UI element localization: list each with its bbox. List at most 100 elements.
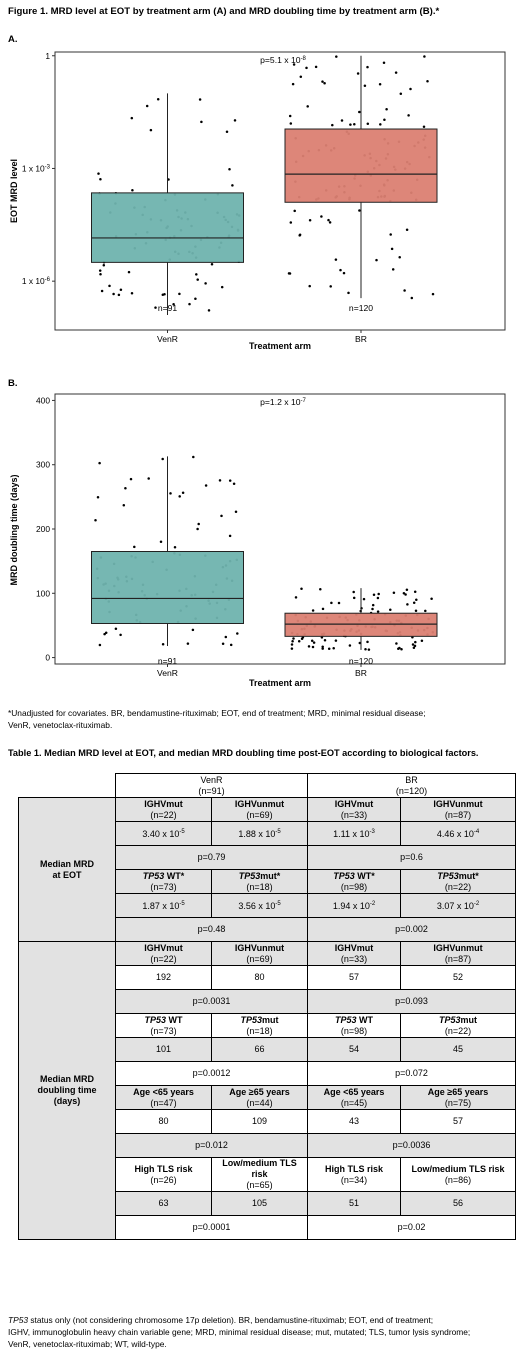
chart-b-boxes xyxy=(91,456,438,650)
value-cell: 80 xyxy=(211,965,308,990)
data-point xyxy=(395,642,398,645)
data-point xyxy=(236,632,239,635)
data-point xyxy=(300,637,304,640)
value-cell: 80 xyxy=(115,1109,212,1134)
data-point xyxy=(178,495,181,498)
chart-b-x-axis-label: Treatment arm xyxy=(249,678,311,688)
value-cell: 3.40 x 10-5 xyxy=(115,821,212,846)
data-point xyxy=(352,590,355,594)
header-cell: Low/medium TLS risk (n=86) xyxy=(400,1157,516,1192)
br-header: BR (n=120) xyxy=(307,773,516,798)
data-point xyxy=(220,285,224,289)
data-point xyxy=(410,296,414,300)
data-point xyxy=(379,123,382,126)
value-cell: 51 xyxy=(307,1191,401,1216)
data-point xyxy=(348,644,352,647)
data-point xyxy=(298,233,302,237)
data-point xyxy=(366,640,369,644)
data-point xyxy=(422,125,426,128)
box-br xyxy=(284,612,438,637)
data-point xyxy=(405,588,409,592)
header-cell: TP53mut* (n=22) xyxy=(400,869,516,894)
value-cell: 4.46 x 10-4 xyxy=(400,821,516,846)
p-value-cell: p=0.6 xyxy=(307,845,516,870)
data-point xyxy=(389,608,392,612)
row-label-median-doubling-time: Median MRD doubling time (days) xyxy=(18,941,116,1240)
data-point xyxy=(376,610,380,613)
data-point xyxy=(342,271,346,275)
data-point xyxy=(371,603,375,607)
value-cell: 45 xyxy=(400,1037,516,1062)
data-point xyxy=(376,596,380,600)
data-point xyxy=(390,247,394,251)
data-point xyxy=(363,84,367,88)
data-point xyxy=(196,278,199,281)
data-point xyxy=(159,540,163,544)
data-point xyxy=(181,491,185,494)
chart-b-p-value: p=1.2 x 10-7 xyxy=(260,397,306,407)
data-point xyxy=(297,640,301,643)
chart-b-x-ticks: VenR BR xyxy=(157,664,367,678)
n-label: n=120 xyxy=(349,656,373,666)
data-point xyxy=(234,510,238,514)
data-point xyxy=(377,592,380,596)
y-tick-label: 0 xyxy=(45,653,50,663)
data-point xyxy=(399,92,403,95)
data-point xyxy=(339,268,342,272)
value-cell: 192 xyxy=(115,965,212,990)
data-point xyxy=(172,303,175,306)
data-point xyxy=(218,479,222,482)
data-point xyxy=(308,219,312,222)
data-point xyxy=(122,503,126,507)
data-point xyxy=(291,640,294,643)
chart-a-x-ticks: VenR BR xyxy=(157,330,367,344)
x-tick-label: BR xyxy=(355,668,367,678)
chart-b-y-axis-label: MRD doubling time (days) xyxy=(9,475,19,586)
data-point xyxy=(424,609,427,613)
data-point xyxy=(312,641,316,644)
data-point xyxy=(98,461,101,465)
data-point xyxy=(130,292,134,295)
data-point xyxy=(289,221,293,224)
data-point xyxy=(289,122,293,125)
data-point xyxy=(231,184,234,187)
data-point xyxy=(161,642,165,646)
data-point xyxy=(194,297,197,301)
n-label: n=91 xyxy=(158,303,178,313)
data-point xyxy=(385,107,388,111)
row-label-median-mrd-eot: Median MRD at EOT xyxy=(18,797,116,942)
data-point xyxy=(204,282,207,285)
data-point xyxy=(178,292,181,296)
data-point xyxy=(389,233,392,236)
data-point xyxy=(300,587,303,590)
p-value-cell: p=0.0001 xyxy=(115,1215,308,1240)
box-venr xyxy=(91,192,244,263)
chart-doubling-time: 0 100 200 300 400 VenR BR Treatment arm MRD d… xyxy=(9,393,506,688)
data-point xyxy=(292,637,295,640)
data-point xyxy=(97,172,100,175)
x-tick-label: VenR xyxy=(157,668,178,678)
data-point xyxy=(99,177,102,181)
data-point xyxy=(358,209,361,212)
value-cell: 52 xyxy=(400,965,516,990)
n-label: n=91 xyxy=(158,656,178,666)
data-point xyxy=(331,123,334,127)
p-value-cell: p=0.79 xyxy=(115,845,308,870)
data-point xyxy=(321,607,325,611)
data-point xyxy=(321,80,324,83)
data-point xyxy=(382,61,386,65)
n-label: n=120 xyxy=(349,303,373,313)
value-cell: 105 xyxy=(211,1191,308,1216)
data-point xyxy=(402,592,406,595)
data-point xyxy=(147,477,150,480)
data-point xyxy=(407,114,410,117)
box-venr xyxy=(91,551,244,624)
data-point xyxy=(154,306,157,309)
data-point xyxy=(327,218,330,222)
data-point xyxy=(394,71,398,74)
header-cell: IGHVunmut (n=69) xyxy=(211,797,308,822)
data-point xyxy=(228,534,232,538)
data-point xyxy=(224,635,228,639)
data-point xyxy=(362,597,366,601)
data-point xyxy=(173,545,177,549)
